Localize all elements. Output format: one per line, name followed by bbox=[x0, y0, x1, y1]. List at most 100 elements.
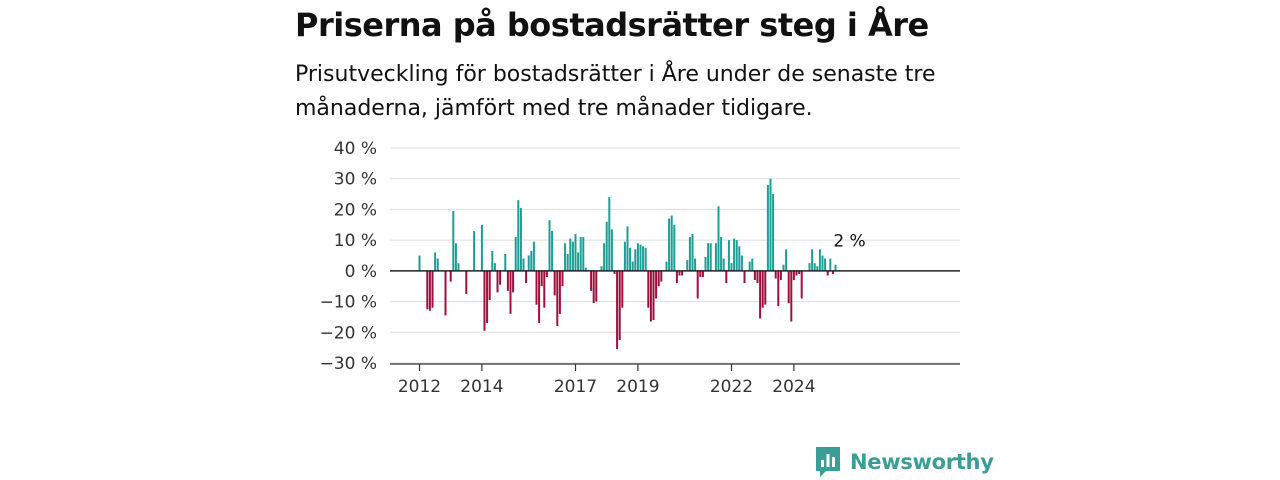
bar bbox=[681, 270, 684, 276]
chart-subtitle: Prisutveckling för bostadsrätter i Åre u… bbox=[295, 62, 936, 121]
newsworthy-brand: Newsworthy bbox=[814, 445, 994, 479]
bar bbox=[691, 234, 694, 271]
y-tick-label: 30 % bbox=[334, 170, 377, 190]
bar bbox=[426, 270, 429, 310]
bar bbox=[649, 270, 652, 322]
bars bbox=[418, 178, 837, 350]
bar bbox=[517, 200, 520, 271]
bar bbox=[714, 243, 717, 271]
bar bbox=[538, 270, 541, 324]
bar bbox=[668, 218, 671, 271]
y-tick-label: 40 % bbox=[334, 139, 377, 159]
bar bbox=[779, 270, 782, 281]
bar bbox=[577, 252, 580, 271]
bar bbox=[499, 270, 502, 285]
bar bbox=[629, 247, 632, 271]
bar bbox=[496, 270, 499, 293]
bar bbox=[623, 241, 626, 271]
bar bbox=[558, 270, 561, 314]
bar bbox=[506, 270, 509, 291]
bar bbox=[694, 258, 697, 271]
bar bbox=[616, 270, 619, 350]
bar bbox=[766, 184, 769, 271]
bar bbox=[553, 270, 556, 296]
bar bbox=[753, 270, 756, 281]
bar bbox=[727, 240, 730, 271]
bar bbox=[831, 270, 834, 274]
bar bbox=[595, 270, 598, 302]
bar bbox=[519, 207, 522, 271]
bar bbox=[730, 263, 733, 271]
bar bbox=[488, 270, 491, 301]
bar bbox=[428, 270, 431, 311]
bar bbox=[759, 270, 762, 319]
bar bbox=[504, 253, 507, 271]
bar bbox=[527, 255, 530, 271]
x-tick-label: 2019 bbox=[616, 377, 659, 397]
bar bbox=[457, 263, 460, 271]
bar bbox=[639, 244, 642, 271]
bar bbox=[525, 270, 528, 284]
bar bbox=[696, 270, 699, 299]
bar bbox=[701, 270, 704, 277]
bar bbox=[824, 258, 827, 271]
bar bbox=[483, 270, 486, 331]
bar bbox=[795, 270, 798, 276]
bar bbox=[740, 255, 743, 271]
bar bbox=[444, 270, 447, 316]
bar bbox=[486, 270, 489, 324]
bar bbox=[678, 270, 681, 276]
bar bbox=[751, 258, 754, 271]
bar bbox=[800, 270, 803, 299]
bar bbox=[717, 206, 720, 271]
bar bbox=[642, 246, 645, 271]
bar bbox=[574, 234, 577, 271]
bar bbox=[512, 270, 515, 293]
bar bbox=[454, 243, 457, 271]
bar bbox=[688, 237, 691, 271]
bar bbox=[603, 243, 606, 271]
bar bbox=[644, 247, 647, 271]
bar bbox=[785, 249, 788, 271]
bar bbox=[582, 237, 585, 271]
bar bbox=[834, 264, 837, 271]
bar bbox=[782, 264, 785, 271]
bar bbox=[665, 261, 668, 271]
bar bbox=[636, 243, 639, 271]
bar bbox=[491, 250, 494, 271]
bar bbox=[738, 246, 741, 271]
bar bbox=[787, 270, 790, 304]
bar bbox=[564, 243, 567, 271]
y-tick-label: −30 % bbox=[320, 354, 377, 374]
y-tick-label: 0 % bbox=[345, 262, 377, 282]
y-tick-label: 20 % bbox=[334, 200, 377, 220]
bar bbox=[522, 258, 525, 271]
bar bbox=[551, 230, 554, 271]
x-tick-label: 2024 bbox=[772, 377, 815, 397]
x-axis-ticks: 2012 2014 2017 2019 2022 2024 bbox=[398, 364, 816, 397]
bar bbox=[725, 270, 728, 284]
bar bbox=[561, 270, 564, 287]
y-tick-label: 10 % bbox=[334, 231, 377, 251]
x-tick-label: 2012 bbox=[398, 377, 441, 397]
bar bbox=[699, 270, 702, 277]
bar bbox=[473, 230, 476, 271]
bar bbox=[811, 249, 814, 271]
bar bbox=[449, 270, 452, 282]
newsworthy-logo-icon bbox=[816, 447, 840, 477]
bar bbox=[761, 270, 764, 308]
bar bbox=[480, 224, 483, 271]
y-tick-label: −10 % bbox=[320, 293, 377, 313]
bar bbox=[535, 270, 538, 305]
bar bbox=[436, 258, 439, 271]
bar bbox=[670, 215, 673, 271]
x-tick-label: 2022 bbox=[710, 377, 753, 397]
bar bbox=[777, 270, 780, 307]
bar bbox=[545, 270, 548, 277]
bar bbox=[626, 226, 629, 271]
bar bbox=[608, 197, 611, 271]
bar bbox=[774, 270, 777, 279]
bar bbox=[434, 252, 437, 271]
bar bbox=[826, 270, 829, 276]
bar bbox=[556, 270, 559, 327]
